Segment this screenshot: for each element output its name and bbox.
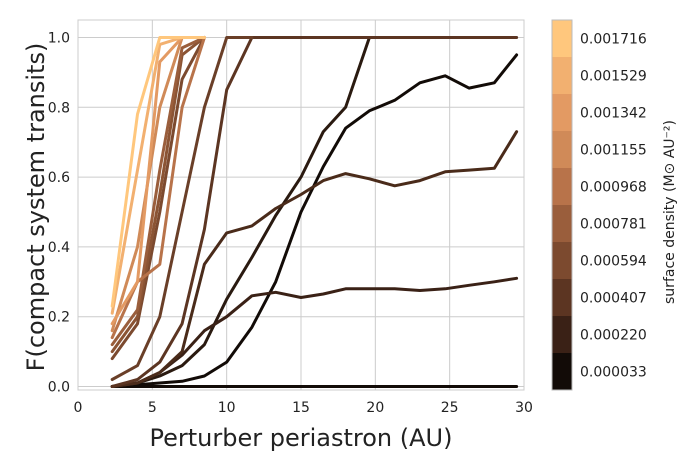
colorbar-title: surface density (M⊙ AU⁻²) <box>662 120 678 304</box>
x-tick-label: 15 <box>292 400 310 416</box>
x-axis-label: Perturber periastron (AU) <box>150 424 453 452</box>
series-line-5 <box>110 36 519 388</box>
x-tick-label: 0 <box>74 400 83 416</box>
colorbar-segment <box>552 94 572 132</box>
series-line-2 <box>110 36 371 388</box>
series-line-7 <box>110 36 206 361</box>
x-tick-label: 10 <box>218 400 236 416</box>
colorbar-tick-label: 0.000594 <box>580 254 647 270</box>
x-tick-label: 5 <box>148 400 157 416</box>
colorbar-segment <box>552 57 572 95</box>
y-tick-label: 0.8 <box>48 100 70 116</box>
series-group <box>110 36 519 388</box>
colorbar-segment <box>552 168 572 206</box>
series-line-3 <box>110 276 519 388</box>
x-tick-labels: 0 5 10 15 20 25 30 <box>74 400 533 416</box>
x-tick-label: 25 <box>441 400 459 416</box>
y-tick-label: 0.6 <box>48 170 70 186</box>
colorbar-segment <box>552 20 572 58</box>
colorbar-segment <box>552 242 572 280</box>
colorbar-segment <box>552 205 572 243</box>
y-tick-label: 0.2 <box>48 310 70 326</box>
x-tick-label: 30 <box>515 400 533 416</box>
colorbar-tick-label: 0.000781 <box>580 217 647 233</box>
y-tick-labels: 0.0 0.2 0.4 0.6 0.8 1.0 <box>48 30 70 395</box>
series-line-4 <box>110 130 519 388</box>
colorbar-segment <box>552 353 572 391</box>
colorbar: 0.001716 0.001529 0.001342 0.001155 0.000968… <box>551 19 647 391</box>
colorbar-tick-label: 0.000968 <box>580 180 647 196</box>
y-tick-label: 0.0 <box>48 380 70 396</box>
colorbar-tick-label: 0.001716 <box>580 32 647 48</box>
colorbar-tick-label: 0.001155 <box>580 143 647 159</box>
series-line-10 <box>110 36 206 340</box>
colorbar-segment <box>552 316 572 354</box>
series-line-14 <box>110 36 206 308</box>
colorbar-tick-label: 0.000407 <box>580 291 647 307</box>
series-line-8 <box>110 36 206 354</box>
series-line-9 <box>110 36 206 347</box>
colorbar-tick-label: 0.000033 <box>580 365 647 381</box>
y-tick-label: 1.0 <box>48 30 70 46</box>
series-line-6 <box>110 36 254 381</box>
colorbar-segment <box>552 279 572 317</box>
colorbar-tick-label: 0.001342 <box>580 106 647 122</box>
y-axis-label: F(compact system transits) <box>22 43 50 372</box>
colorbar-frame <box>551 19 573 391</box>
colorbar-tick-label: 0.000220 <box>580 328 647 344</box>
colorbar-segment <box>552 131 572 169</box>
colorbar-tick-label: 0.001529 <box>580 69 647 85</box>
y-tick-label: 0.4 <box>48 240 70 256</box>
x-tick-label: 20 <box>366 400 384 416</box>
